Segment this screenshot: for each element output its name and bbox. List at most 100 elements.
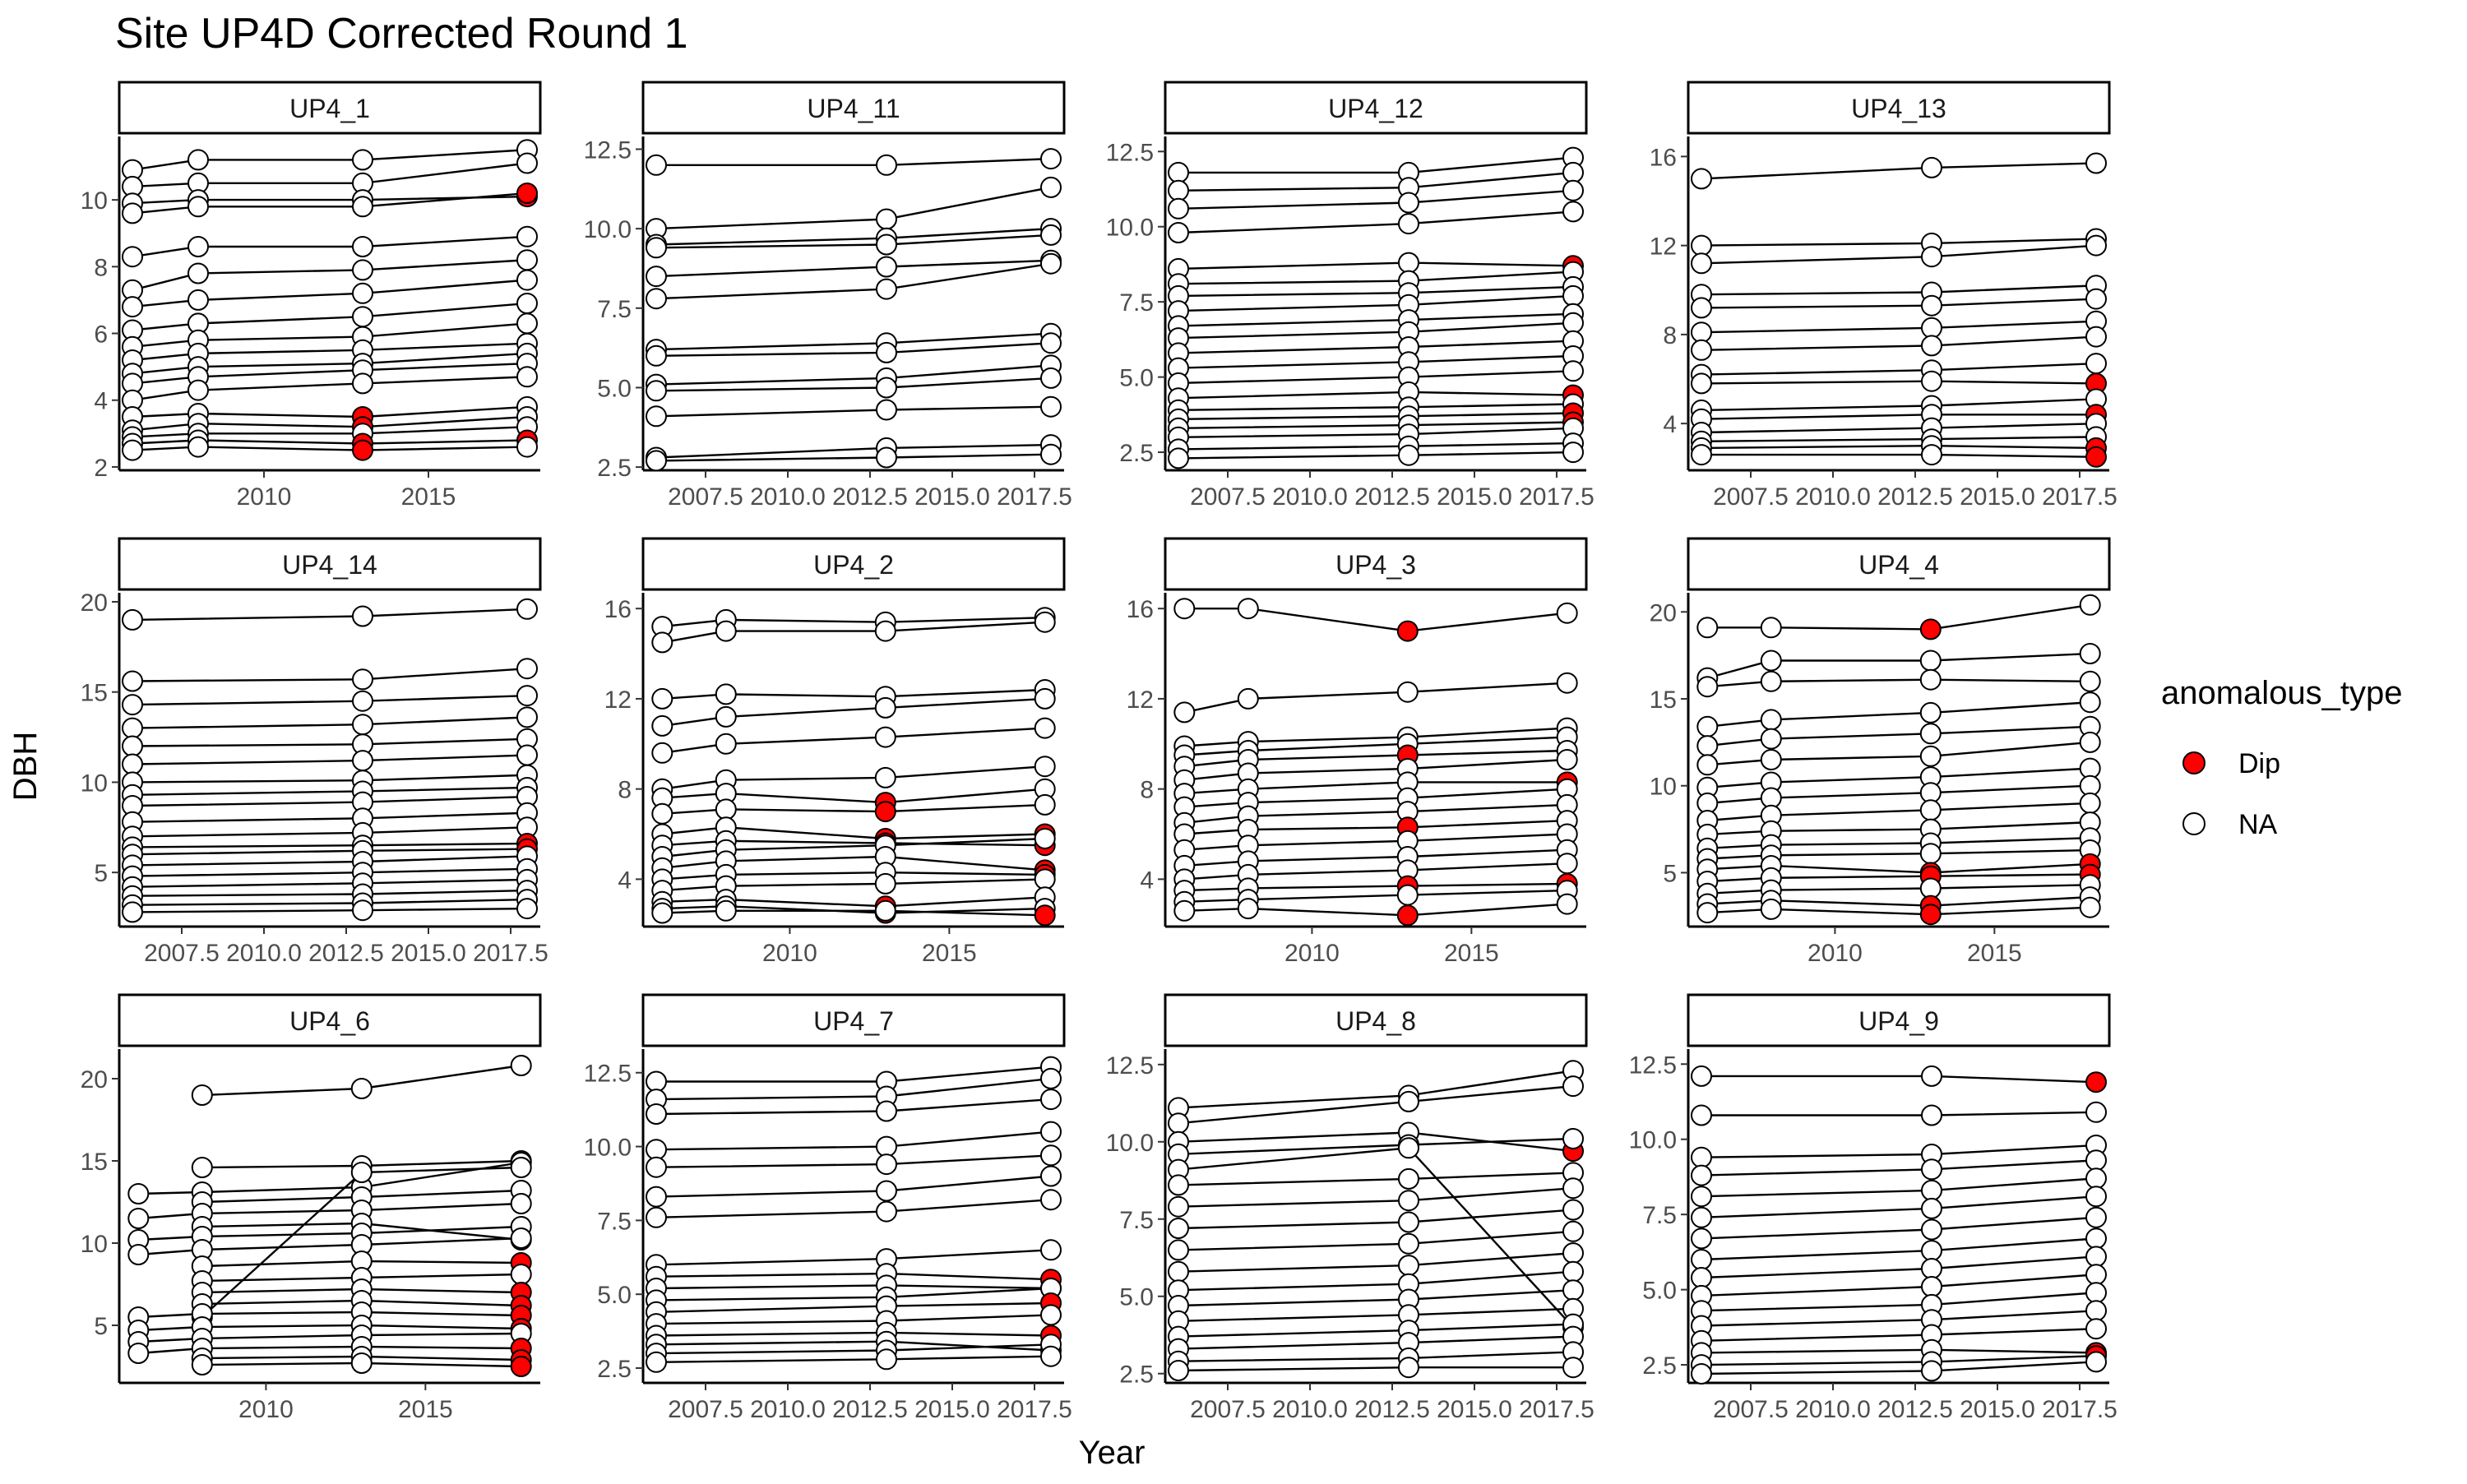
- na-point: [1168, 447, 1189, 469]
- na-point: [1921, 246, 1942, 268]
- tree-line: [1707, 603, 2090, 631]
- na-point: [122, 753, 143, 775]
- na-point: [122, 717, 143, 739]
- na-point: [1691, 1164, 1712, 1186]
- na-point: [876, 278, 897, 300]
- tree-points: [1168, 146, 1584, 469]
- tree-line: [662, 896, 1045, 908]
- na-point: [1562, 179, 1584, 201]
- y-tick-label: 2: [94, 455, 108, 482]
- dip-point: [1396, 904, 1419, 927]
- dip-point: [1034, 904, 1056, 927]
- tree-line: [1184, 803, 1567, 824]
- na-point: [2079, 896, 2101, 918]
- na-point: [1691, 252, 1712, 275]
- y-tick-label: 12: [1650, 233, 1677, 261]
- na-point: [2079, 792, 2101, 814]
- na-point: [1691, 1146, 1712, 1168]
- na-point: [1556, 749, 1578, 770]
- y-tick-label: 2.5: [597, 1356, 632, 1383]
- na-point: [352, 668, 373, 691]
- na-point: [122, 901, 143, 923]
- x-tick-label: 2007.5: [1713, 483, 1789, 511]
- na-point: [1398, 444, 1419, 466]
- na-point: [2085, 152, 2107, 174]
- na-point: [350, 1352, 373, 1374]
- na-point: [516, 685, 538, 707]
- tree-lines: [1184, 608, 1567, 917]
- na-point: [1168, 197, 1189, 220]
- na-point: [1691, 1065, 1712, 1087]
- facet-strip: [118, 993, 542, 1047]
- tree-line: [138, 1311, 521, 1319]
- x-tick-label: 2017.5: [2042, 483, 2118, 511]
- tree-line: [132, 279, 528, 308]
- x-tick-label: 2010: [1284, 940, 1340, 967]
- na-point: [1040, 1189, 1062, 1211]
- facet-strip: [1687, 993, 2111, 1047]
- na-point: [516, 744, 538, 766]
- facet-panel: UP4_6 5 10 15 20 2010 2015: [81, 993, 542, 1423]
- na-point: [1919, 701, 1942, 724]
- x-tick-label: 2010.0: [226, 940, 302, 967]
- na-point: [122, 694, 143, 716]
- x-tick-label: 2012.5: [832, 483, 908, 511]
- facet-label: UP4_11: [807, 94, 900, 123]
- y-tick-label: 15: [81, 1149, 108, 1176]
- na-point: [1691, 339, 1712, 361]
- na-point: [350, 1078, 373, 1099]
- tree-line: [1184, 682, 1567, 714]
- na-point: [876, 208, 897, 230]
- y-tick-label: 8: [1140, 777, 1154, 804]
- tree-line: [662, 878, 1045, 892]
- na-point: [1237, 898, 1259, 920]
- y-tick-label: 20: [1650, 599, 1677, 626]
- na-point: [1398, 213, 1419, 235]
- tree-line: [132, 439, 528, 445]
- na-point: [2085, 1264, 2107, 1286]
- na-point: [1040, 332, 1062, 354]
- x-tick-label: 2007.5: [144, 940, 220, 967]
- na-point: [1034, 756, 1056, 778]
- na-point: [516, 706, 538, 728]
- na-point: [1562, 1279, 1584, 1301]
- x-tick-label: 2010: [237, 483, 292, 511]
- y-tick-label: 12.5: [1106, 139, 1154, 166]
- na-point: [2085, 1149, 2107, 1172]
- dip-point: [2085, 446, 2107, 468]
- na-point: [2085, 1206, 2107, 1228]
- tree-line: [138, 1237, 521, 1256]
- na-point: [1398, 192, 1419, 214]
- y-tick-label: 5: [94, 860, 108, 887]
- tree-lines: [662, 617, 1045, 917]
- na-point: [646, 1186, 667, 1208]
- na-point: [1760, 617, 1782, 639]
- facet-strip: [641, 81, 1066, 135]
- na-point: [1921, 1158, 1942, 1181]
- na-point: [2085, 353, 2107, 375]
- facet-label: UP4_6: [289, 1006, 370, 1036]
- y-tick-label: 15: [1650, 687, 1677, 714]
- tree-line: [1707, 848, 2090, 860]
- x-tick-label: 2010.0: [750, 1396, 826, 1423]
- na-point: [1040, 252, 1062, 275]
- legend-title: anomalous_type: [2161, 675, 2403, 711]
- tree-line: [662, 688, 1045, 700]
- na-point: [2079, 594, 2101, 616]
- na-point: [876, 1100, 897, 1122]
- na-point: [1398, 1232, 1419, 1255]
- na-point: [191, 1354, 213, 1375]
- na-point: [1562, 1177, 1584, 1200]
- y-tick-label: 20: [81, 589, 108, 617]
- tree-line: [1707, 837, 2090, 849]
- facet-label: UP4_8: [1335, 1006, 1416, 1036]
- na-point: [715, 733, 737, 755]
- na-point: [1168, 1174, 1189, 1196]
- na-point: [874, 766, 896, 788]
- facet-label: UP4_1: [289, 94, 370, 123]
- tree-line: [1707, 895, 2090, 907]
- legend-key: [2182, 751, 2205, 774]
- na-point: [191, 1157, 213, 1178]
- na-point: [1040, 148, 1062, 170]
- x-tick-label: 2017.5: [997, 483, 1072, 511]
